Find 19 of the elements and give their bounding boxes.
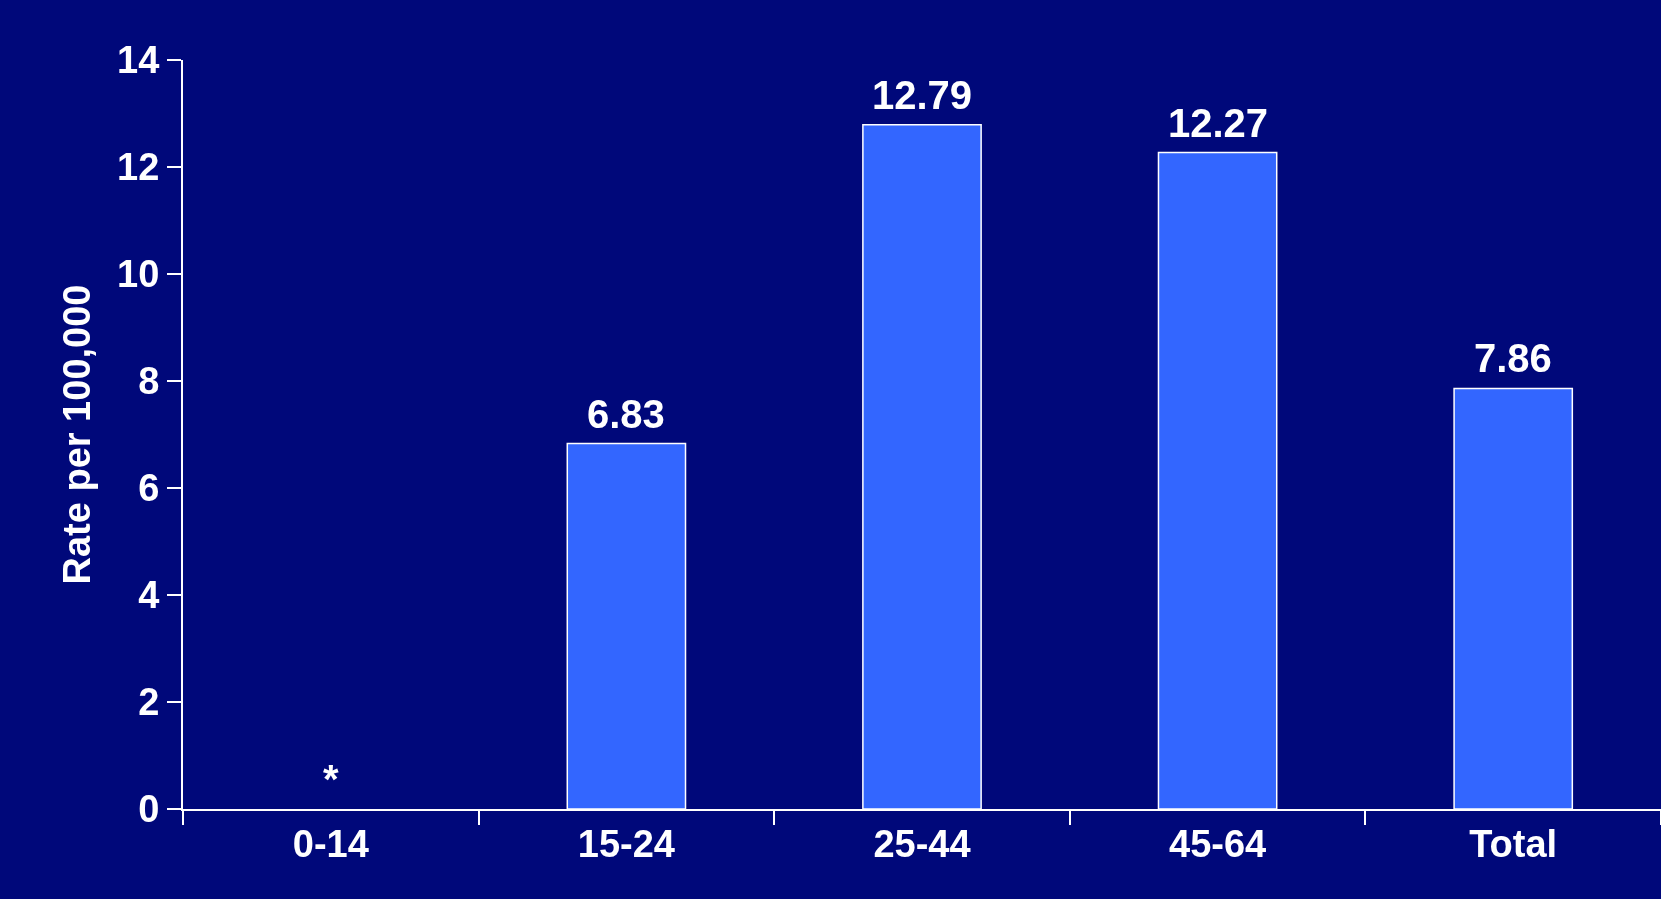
x-tick-label: 45-64: [1169, 822, 1267, 865]
data-label: 12.79: [872, 73, 973, 117]
x-tick-label: 15-24: [577, 822, 675, 865]
y-axis-title: Rate per 100,000: [55, 284, 98, 585]
x-tick-label: 25-44: [873, 822, 971, 865]
y-tick-label: 4: [138, 574, 160, 617]
y-tick-label: 6: [138, 467, 160, 510]
data-label: 12.27: [1168, 101, 1269, 145]
x-tick-label: 0-14: [292, 822, 369, 865]
y-tick-label: 0: [138, 788, 160, 831]
x-tick-label: Total: [1469, 822, 1558, 865]
text: *: [323, 757, 339, 801]
data-label: 6.83: [587, 392, 665, 436]
y-tick-label: 8: [138, 360, 160, 403]
y-tick-label: 14: [117, 39, 160, 82]
data-label: 7.86: [1474, 336, 1552, 380]
y-tick-label: 12: [117, 146, 160, 189]
y-tick-label: 10: [117, 253, 160, 296]
y-tick-label: 2: [138, 681, 160, 724]
